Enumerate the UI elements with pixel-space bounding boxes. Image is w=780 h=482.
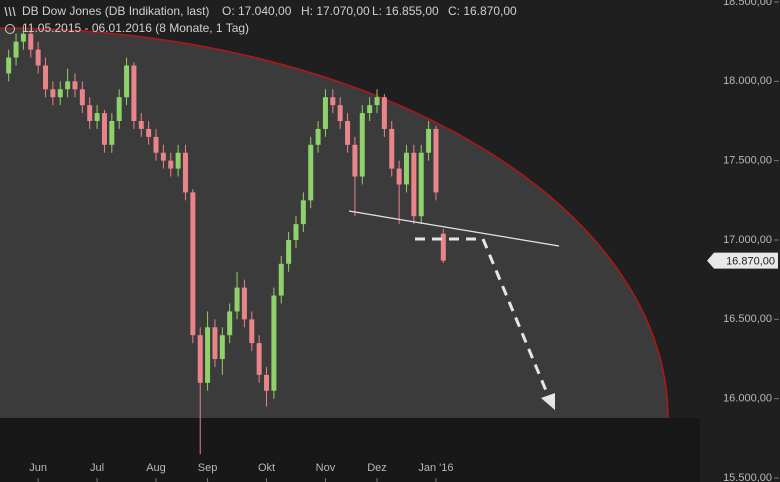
candle-body [315, 128, 321, 145]
y-tick-label: 18.500,00 [723, 0, 772, 8]
candle-body [50, 89, 56, 98]
candle-body [359, 113, 365, 177]
subtitle: 11.05.2015 - 06.01.2016 (8 Monate, 1 Tag… [22, 21, 249, 35]
candle-body [374, 97, 380, 106]
candle-body [28, 33, 34, 50]
icon [4, 6, 16, 17]
candle-body [227, 311, 233, 336]
candle-body [94, 113, 100, 121]
candle-body [124, 65, 130, 98]
candle-body [300, 200, 306, 225]
candle-body [322, 97, 328, 129]
candle-body [131, 65, 137, 121]
candle-body [109, 121, 115, 145]
clock-icon [5, 24, 15, 34]
candle-body [146, 128, 152, 137]
arrow-head [541, 393, 555, 410]
candle-body [286, 240, 292, 264]
candle-body [87, 105, 93, 121]
candle-body [72, 81, 78, 90]
candle-body [381, 97, 387, 129]
lower-band [0, 418, 700, 482]
arc [0, 27, 669, 419]
candle-body [308, 144, 314, 201]
y-tick-label: 17.000,00 [723, 234, 772, 246]
x-tick-label: Aug [146, 462, 166, 474]
candle-body [426, 128, 432, 153]
candle-body [256, 343, 262, 375]
candle-body [337, 105, 343, 121]
candle-body [153, 136, 159, 153]
candle-body [43, 65, 49, 90]
candle-body [241, 287, 247, 320]
price-tag [707, 252, 778, 269]
candle-body [271, 295, 277, 391]
candle-body [352, 144, 358, 177]
highlight-area [0, 28, 668, 418]
title: DB Dow Jones (DB Indikation, last) [22, 4, 209, 18]
candle-body [101, 113, 107, 145]
candle-body [264, 374, 270, 391]
candle-body [418, 152, 424, 217]
candle-body [190, 192, 196, 336]
x-tick-label: Jun [29, 462, 47, 474]
x-tick-label: Dez [367, 462, 387, 474]
candle-body [219, 335, 225, 359]
ohlc-label: L: 16.855,00 [372, 4, 439, 18]
candle-body [403, 152, 409, 185]
candle-body [20, 33, 26, 42]
candle-body [160, 152, 166, 161]
price-tag-label: 16.870,00 [726, 256, 775, 268]
ohlc-label: O: 17.040,00 [222, 4, 292, 18]
candle-body [205, 327, 211, 383]
ohlc-label: H: 17.070,00 [301, 4, 370, 18]
y-axis: 15.500,00 16.000,00 16.500,00 17.000,00 17.5… [723, 0, 779, 482]
y-tick-label: 15.500,00 [723, 472, 772, 482]
candle-body [433, 128, 439, 193]
y-tick-label: 17.500,00 [723, 155, 772, 167]
candle-body [411, 152, 417, 217]
ohlc-label: C: 16.870,00 [448, 4, 517, 18]
candle-body [396, 168, 402, 185]
candle-body [293, 224, 299, 240]
y-tick-label: 18.000,00 [723, 75, 772, 87]
x-axis: Jun Jul Aug Sep Okt Nov Dez Jan '16 [29, 462, 454, 482]
header: DB Dow Jones (DB Indikation, last) O: 17… [4, 4, 517, 35]
candle-body [345, 121, 351, 145]
forecast-arrow [415, 237, 554, 406]
candle-body [6, 57, 12, 74]
y-tick-label: 16.000,00 [723, 393, 772, 405]
candle-body [57, 89, 63, 98]
candle-body [197, 335, 203, 383]
candle-body [330, 97, 336, 106]
support-line [348, 210, 560, 247]
plot [6, 25, 446, 455]
x-tick-label: Sep [198, 462, 218, 474]
y-tick-label: 16.500,00 [723, 313, 772, 325]
candle-body [116, 97, 122, 121]
candle-body [35, 49, 41, 66]
candle-body [278, 263, 284, 296]
candle-body [182, 152, 188, 193]
candle-body [65, 81, 71, 90]
candle-body [175, 152, 181, 169]
x-tick-label: Jan '16 [418, 462, 453, 474]
candle-body [13, 41, 19, 58]
candle-body [212, 327, 218, 359]
x-tick-label: Nov [316, 462, 336, 474]
candle-body [440, 233, 446, 261]
x-tick-label: Jul [90, 462, 104, 474]
candle-body [367, 105, 373, 114]
candle-body [138, 121, 144, 129]
x-tick-label: Okt [258, 462, 275, 474]
candle-body [168, 160, 174, 169]
candle-body [249, 319, 255, 344]
candle-body [234, 287, 240, 312]
candle-body [389, 128, 395, 169]
candle-body [79, 89, 85, 106]
